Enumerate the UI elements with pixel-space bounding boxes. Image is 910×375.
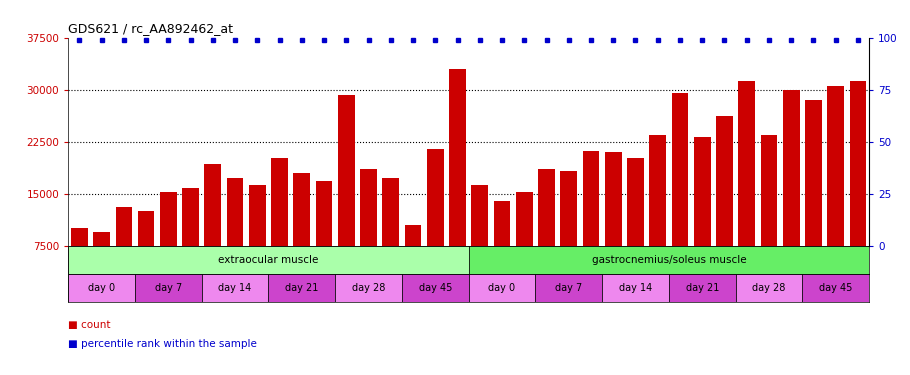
Bar bbox=[716, 116, 733, 298]
Text: ■ count: ■ count bbox=[68, 320, 111, 330]
Bar bbox=[669, 274, 735, 302]
Bar bbox=[493, 201, 511, 298]
Text: day 45: day 45 bbox=[419, 283, 452, 293]
Bar bbox=[469, 246, 869, 274]
Text: ■ percentile rank within the sample: ■ percentile rank within the sample bbox=[68, 339, 258, 349]
Bar bbox=[382, 178, 399, 298]
Text: gastrocnemius/soleus muscle: gastrocnemius/soleus muscle bbox=[592, 255, 746, 265]
Bar bbox=[249, 185, 266, 298]
Bar bbox=[293, 173, 310, 298]
Bar bbox=[202, 274, 268, 302]
Bar bbox=[227, 178, 244, 298]
Bar bbox=[827, 86, 844, 298]
Bar bbox=[471, 185, 488, 298]
Bar bbox=[335, 274, 402, 302]
Bar bbox=[627, 158, 643, 298]
Bar bbox=[205, 165, 221, 298]
Bar bbox=[672, 93, 688, 298]
Bar bbox=[469, 274, 535, 302]
Text: day 28: day 28 bbox=[753, 283, 785, 293]
Bar bbox=[268, 274, 335, 302]
Bar bbox=[182, 188, 199, 298]
Text: extraocular muscle: extraocular muscle bbox=[218, 255, 318, 265]
Bar bbox=[738, 81, 755, 298]
Bar bbox=[650, 135, 666, 298]
Bar bbox=[68, 274, 135, 302]
Bar bbox=[735, 274, 803, 302]
Bar bbox=[783, 90, 800, 298]
Text: day 0: day 0 bbox=[88, 283, 116, 293]
Text: day 0: day 0 bbox=[489, 283, 516, 293]
Bar bbox=[693, 137, 711, 298]
Bar bbox=[271, 158, 288, 298]
Bar bbox=[803, 274, 869, 302]
Bar bbox=[605, 152, 622, 298]
Bar bbox=[137, 211, 155, 298]
Bar bbox=[602, 274, 669, 302]
Bar bbox=[761, 135, 777, 298]
Text: day 14: day 14 bbox=[218, 283, 252, 293]
Bar bbox=[805, 100, 822, 298]
Bar bbox=[135, 274, 202, 302]
Bar bbox=[316, 181, 332, 298]
Text: day 7: day 7 bbox=[155, 283, 182, 293]
Bar bbox=[338, 95, 355, 298]
Bar bbox=[71, 228, 87, 298]
Text: day 21: day 21 bbox=[685, 283, 719, 293]
Text: day 14: day 14 bbox=[619, 283, 652, 293]
Bar bbox=[850, 81, 866, 298]
Bar bbox=[535, 274, 602, 302]
Bar bbox=[538, 170, 555, 298]
Text: day 28: day 28 bbox=[352, 283, 385, 293]
Text: day 45: day 45 bbox=[819, 283, 853, 293]
Bar bbox=[516, 192, 532, 298]
Bar bbox=[427, 148, 444, 298]
Bar bbox=[405, 225, 421, 298]
Text: day 7: day 7 bbox=[555, 283, 582, 293]
Bar bbox=[402, 274, 469, 302]
Text: day 21: day 21 bbox=[285, 283, 318, 293]
Text: GDS621 / rc_AA892462_at: GDS621 / rc_AA892462_at bbox=[68, 22, 233, 35]
Bar bbox=[68, 246, 469, 274]
Bar bbox=[360, 170, 377, 298]
Bar bbox=[450, 69, 466, 298]
Bar bbox=[561, 171, 577, 298]
Bar bbox=[116, 207, 132, 298]
Bar bbox=[93, 232, 110, 298]
Bar bbox=[582, 151, 600, 298]
Bar bbox=[160, 192, 177, 298]
